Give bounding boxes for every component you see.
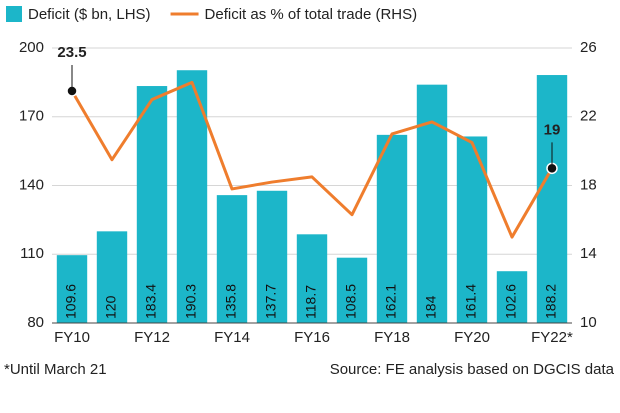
bar-value-label: 183.4 <box>143 284 159 319</box>
bar-value-label: 109.6 <box>63 284 79 319</box>
bar <box>336 257 368 323</box>
footnote: *Until March 21 <box>4 361 107 378</box>
bar-value-label: 161.4 <box>463 284 479 319</box>
y-tick-label: 80 <box>27 314 44 331</box>
bar <box>56 255 88 323</box>
bar <box>256 190 288 323</box>
y-tick-label: 110 <box>20 245 44 262</box>
y2-tick-label: 18 <box>580 176 597 193</box>
bar <box>496 271 528 323</box>
bar-value-label: 137.7 <box>263 284 279 319</box>
legend-swatch <box>6 6 22 22</box>
point-label: 19 <box>544 121 561 138</box>
y2-tick-label: 22 <box>580 108 597 125</box>
bar-value-label: 162.1 <box>383 284 399 319</box>
x-tick-label: FY20 <box>454 329 490 346</box>
x-tick-label: FY16 <box>294 329 330 346</box>
bar-value-label: 118.7 <box>303 285 319 319</box>
y2-tick-label: 26 <box>580 39 597 56</box>
bar <box>136 86 168 324</box>
y-tick-label: 170 <box>19 108 44 125</box>
legend-label: Deficit as % of total trade (RHS) <box>205 6 418 23</box>
bar-value-label: 102.6 <box>503 284 519 319</box>
y2-tick-label: 10 <box>580 314 597 331</box>
x-tick-label: FY12 <box>134 329 170 346</box>
bar <box>96 231 128 323</box>
x-tick-label: FY10 <box>54 329 90 346</box>
bar <box>216 195 248 323</box>
bar-value-label: 184 <box>423 295 439 319</box>
y-tick-label: 200 <box>19 39 44 56</box>
legend-label: Deficit ($ bn, LHS) <box>28 6 151 23</box>
bar <box>296 234 328 323</box>
bar-value-label: 120 <box>103 295 119 319</box>
point-label: 23.5 <box>57 44 86 61</box>
bar-value-label: 135.8 <box>223 284 239 319</box>
x-tick-label: FY18 <box>374 329 410 346</box>
bar-value-label: 108.5 <box>343 284 359 319</box>
line <box>70 80 554 239</box>
source: Source: FE analysis based on DGCIS data <box>330 361 615 378</box>
bar-value-label: 188.2 <box>543 284 559 319</box>
bar-value-label: 190.3 <box>183 284 199 319</box>
y2-tick-label: 14 <box>580 245 597 262</box>
bar <box>536 75 568 324</box>
x-tick-label: FY14 <box>214 329 250 346</box>
x-tick-label: FY22* <box>531 329 573 346</box>
y-tick-label: 140 <box>19 176 44 193</box>
bar <box>376 134 408 323</box>
